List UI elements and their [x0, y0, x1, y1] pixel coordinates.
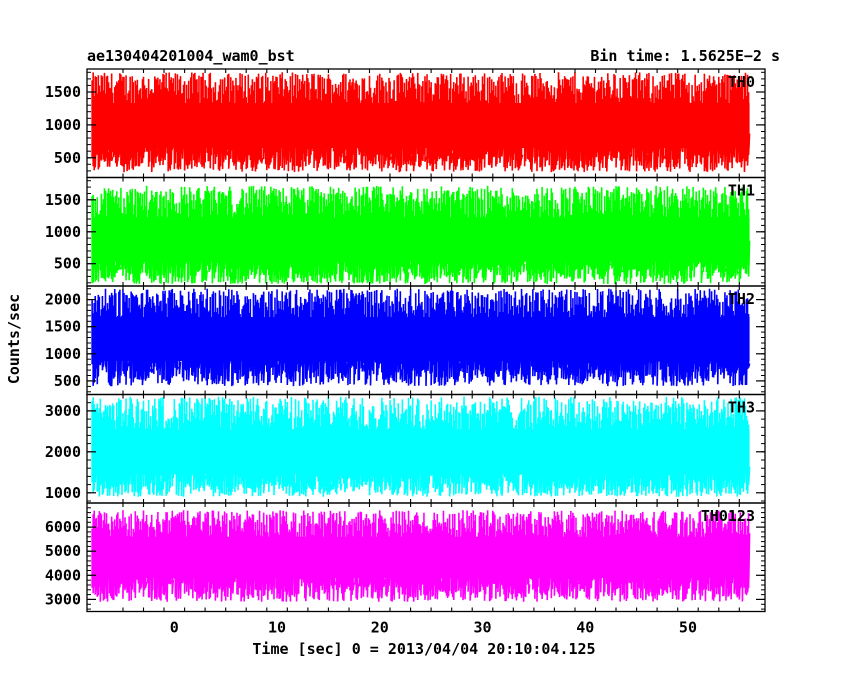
x-tick-label: 0	[170, 619, 179, 637]
panel-label: TH1	[728, 182, 755, 200]
panel-label: TH2	[728, 290, 755, 308]
panel-label: TH0	[728, 73, 755, 91]
chart-title-left: ae130404201004_wam0_bst	[87, 47, 295, 65]
y-tick-label: 5000	[45, 542, 81, 560]
panel-th0123: 3000 4000 5000 6000 TH0123 0 10 20 30 40 50	[45, 502, 766, 637]
y-tick-label: 1000	[45, 116, 81, 134]
y-tick-label: 500	[54, 149, 81, 167]
series-core-th3	[92, 429, 750, 475]
series-core-th0123	[92, 536, 750, 578]
y-axis-label: Counts/sec	[5, 294, 23, 384]
y-tick-label: 3000	[45, 590, 81, 608]
series-core-th2	[92, 317, 750, 362]
y-tick-label: 1000	[45, 345, 81, 363]
x-tick-label: 50	[679, 619, 697, 637]
series-th1	[91, 185, 751, 285]
y-tick-label: 1500	[45, 83, 81, 101]
y-tick-label: 500	[54, 255, 81, 273]
y-tick-label: 1000	[45, 223, 81, 241]
y-tick-label: 6000	[45, 518, 81, 536]
panel-frame	[86, 502, 766, 613]
y-tick-label: 1500	[45, 191, 81, 209]
x-tick-label: 10	[268, 619, 286, 637]
panel-th0: 500 1000 1500 TH0	[45, 68, 766, 179]
chart-title-right: Bin time: 1.5625E−2 s	[590, 47, 780, 65]
y-tick-label: 1000	[45, 484, 81, 502]
panel-label: TH0123	[701, 507, 755, 525]
y-tick-label: 2000	[45, 443, 81, 461]
x-tick-label: 30	[473, 619, 491, 637]
panel-th2: 500 1000 1500 2000 TH2	[45, 285, 766, 396]
series-core-th0	[92, 103, 750, 149]
series-th3	[91, 396, 751, 497]
x-axis-label: Time [sec] 0 = 2013/04/04 20:10:04.125	[252, 640, 595, 658]
x-tick-label: 40	[576, 619, 594, 637]
series-core-th1	[92, 217, 750, 262]
panel-th1: 500 1000 1500 TH1	[45, 176, 766, 287]
y-tick-label: 1500	[45, 318, 81, 336]
x-tick-label: 20	[371, 619, 389, 637]
y-tick-label: 500	[54, 372, 81, 390]
y-tick-label: 4000	[45, 566, 81, 584]
y-tick-label: 2000	[45, 291, 81, 309]
y-tick-label: 3000	[45, 402, 81, 420]
panel-label: TH3	[728, 399, 755, 417]
panels-group: 50010001500TH050010001500TH1500100015002…	[45, 68, 766, 637]
panel-th3: 1000 2000 3000 TH3	[45, 393, 766, 504]
